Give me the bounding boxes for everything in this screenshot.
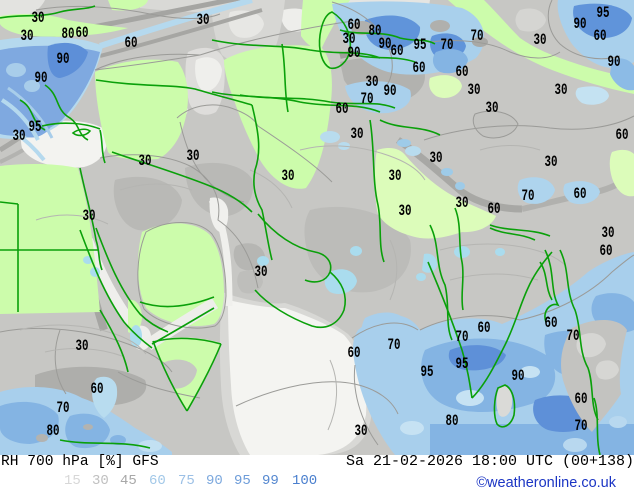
svg-text:30: 30	[76, 337, 89, 355]
svg-text:45: 45	[120, 473, 137, 489]
svg-text:60: 60	[413, 59, 426, 77]
svg-text:90: 90	[206, 473, 223, 489]
svg-text:90: 90	[512, 367, 525, 385]
svg-text:30: 30	[456, 194, 469, 212]
svg-text:30: 30	[355, 422, 368, 440]
svg-text:70: 70	[388, 336, 401, 354]
svg-text:30: 30	[534, 31, 547, 49]
svg-text:60: 60	[600, 242, 613, 260]
svg-text:95: 95	[234, 473, 251, 489]
svg-text:Sa 21-02-2026 18:00 UTC (00+13: Sa 21-02-2026 18:00 UTC (00+138)	[346, 453, 634, 470]
svg-text:80: 80	[369, 22, 382, 40]
svg-text:60: 60	[336, 100, 349, 118]
svg-text:95: 95	[414, 36, 427, 54]
svg-text:30: 30	[366, 73, 379, 91]
svg-text:90: 90	[57, 50, 70, 68]
svg-text:15: 15	[64, 473, 81, 489]
svg-text:99: 99	[262, 473, 279, 489]
svg-text:75: 75	[178, 473, 195, 489]
svg-text:60: 60	[478, 319, 491, 337]
svg-text:60: 60	[125, 34, 138, 52]
svg-text:60: 60	[574, 185, 587, 203]
svg-text:30: 30	[602, 224, 615, 242]
svg-text:30: 30	[92, 473, 109, 489]
svg-text:30: 30	[486, 99, 499, 117]
svg-text:60: 60	[348, 16, 361, 34]
svg-text:60: 60	[488, 200, 501, 218]
svg-text:30: 30	[399, 202, 412, 220]
svg-text:30: 30	[430, 149, 443, 167]
svg-text:80: 80	[446, 412, 459, 430]
svg-text:70: 70	[361, 90, 374, 108]
svg-text:80: 80	[47, 422, 60, 440]
svg-text:30: 30	[545, 153, 558, 171]
svg-text:70: 70	[575, 417, 588, 435]
svg-text:30: 30	[255, 263, 268, 281]
svg-text:30: 30	[343, 30, 356, 48]
svg-text:30: 30	[13, 127, 26, 145]
svg-text:RH 700 hPa [%] GFS: RH 700 hPa [%] GFS	[1, 454, 159, 470]
svg-text:30: 30	[32, 9, 45, 27]
svg-text:70: 70	[522, 187, 535, 205]
svg-text:30: 30	[139, 152, 152, 170]
svg-text:30: 30	[468, 81, 481, 99]
svg-text:70: 70	[441, 36, 454, 54]
svg-text:95: 95	[597, 4, 610, 22]
svg-text:30: 30	[351, 125, 364, 143]
svg-text:60: 60	[594, 27, 607, 45]
svg-text:30: 30	[187, 147, 200, 165]
svg-text:60: 60	[616, 126, 629, 144]
svg-text:90: 90	[574, 15, 587, 33]
svg-text:60: 60	[575, 390, 588, 408]
svg-text:30: 30	[83, 207, 96, 225]
svg-text:60: 60	[456, 63, 469, 81]
svg-text:70: 70	[456, 328, 469, 346]
svg-text:60: 60	[91, 380, 104, 398]
svg-text:95: 95	[456, 355, 469, 373]
svg-text:90: 90	[384, 82, 397, 100]
svg-text:95: 95	[29, 118, 42, 136]
svg-text:30: 30	[21, 27, 34, 45]
svg-text:©weatheronline.co.uk: ©weatheronline.co.uk	[476, 475, 616, 490]
svg-text:60: 60	[545, 314, 558, 332]
svg-text:80: 80	[62, 25, 75, 43]
svg-text:30: 30	[197, 11, 210, 29]
svg-text:30: 30	[389, 167, 402, 185]
svg-text:60: 60	[348, 344, 361, 362]
svg-text:90: 90	[35, 69, 48, 87]
svg-text:70: 70	[471, 27, 484, 45]
svg-text:95: 95	[421, 363, 434, 381]
svg-text:60: 60	[149, 473, 166, 489]
svg-text:30: 30	[282, 167, 295, 185]
svg-text:90: 90	[608, 53, 621, 71]
svg-text:100: 100	[292, 473, 317, 489]
svg-text:90: 90	[348, 44, 361, 62]
svg-text:90: 90	[379, 35, 392, 53]
svg-text:60: 60	[391, 42, 404, 60]
svg-text:70: 70	[567, 327, 580, 345]
svg-text:60: 60	[76, 24, 89, 42]
svg-text:70: 70	[57, 399, 70, 417]
svg-text:30: 30	[555, 81, 568, 99]
